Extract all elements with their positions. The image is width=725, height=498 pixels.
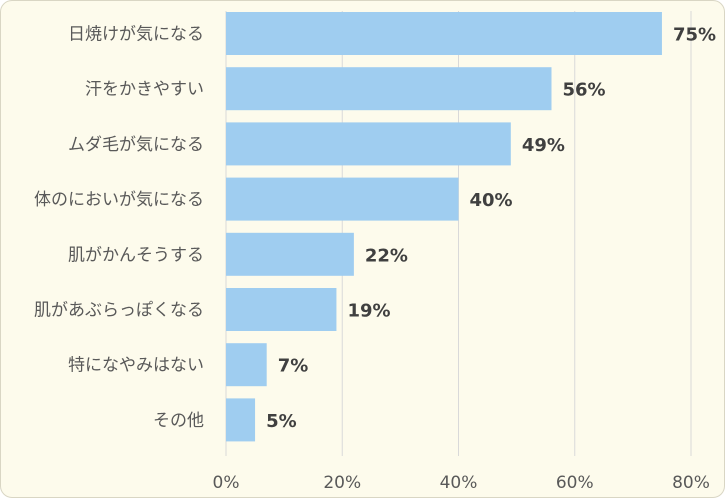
value-label: 22%	[365, 245, 408, 266]
bar	[226, 232, 354, 276]
value-label: 7%	[278, 356, 309, 377]
value-label: 56%	[563, 80, 606, 101]
value-label: 19%	[347, 301, 390, 322]
category-label: 日焼けが気になる	[68, 25, 204, 45]
category-label: 特になやみはない	[68, 356, 204, 376]
category-label: 肌があぶらっぽくなる	[34, 301, 204, 321]
bar	[226, 122, 511, 166]
bar	[226, 67, 552, 111]
value-label: 49%	[522, 135, 565, 156]
x-tick-label: 60%	[556, 473, 594, 493]
bar	[226, 12, 662, 55]
x-tick-label: 20%	[323, 473, 361, 493]
x-tick-label: 0%	[213, 473, 240, 493]
category-label: 肌がかんそうする	[68, 245, 204, 265]
bar	[226, 398, 256, 442]
value-label: 40%	[470, 190, 513, 211]
category-label: その他	[153, 411, 204, 431]
category-label: ムダ毛が気になる	[68, 135, 204, 155]
category-label: 汗をかきやすい	[85, 80, 204, 100]
value-label: 5%	[266, 411, 297, 432]
x-tick-label: 40%	[440, 473, 478, 493]
value-label: 75%	[673, 25, 716, 46]
bar	[226, 177, 459, 221]
x-tick-label: 80%	[672, 473, 710, 493]
bar	[226, 343, 267, 387]
category-label: 体のにおいが気になる	[34, 190, 204, 210]
bar	[226, 288, 337, 331]
